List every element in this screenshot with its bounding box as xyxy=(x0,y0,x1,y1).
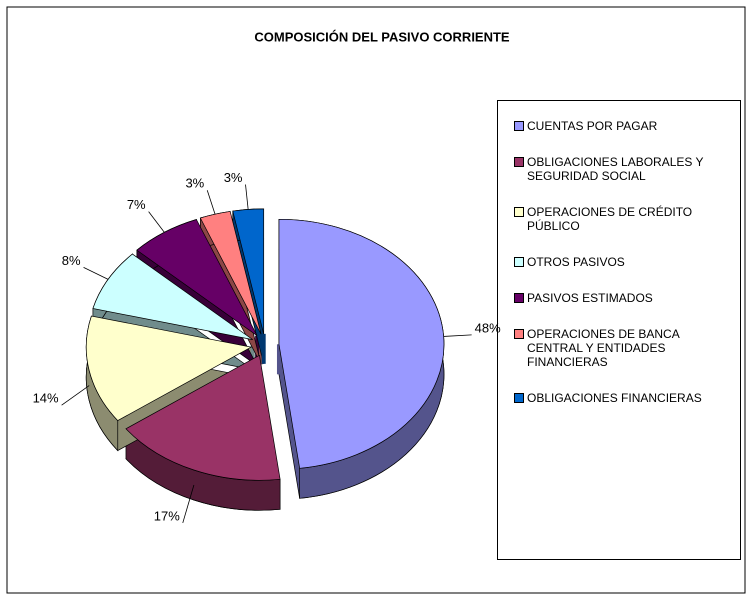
legend-label: OTROS PASIVOS xyxy=(527,255,625,269)
slice xyxy=(278,218,445,469)
legend-item: OPERACIONES DE CRÉDITO PÚBLICO xyxy=(514,205,732,233)
leader-line xyxy=(83,266,109,280)
leader-line xyxy=(443,334,472,337)
legend-swatch xyxy=(514,121,524,131)
legend-label: PASIVOS ESTIMADOS xyxy=(527,291,653,305)
leader-line xyxy=(245,184,249,210)
data-label: 48% xyxy=(475,320,501,335)
legend-swatch xyxy=(514,157,524,167)
data-label: 14% xyxy=(33,391,59,406)
slice xyxy=(136,219,258,337)
leader-line xyxy=(206,190,216,215)
legend-swatch xyxy=(514,293,524,303)
legend-label: CUENTAS POR PAGAR xyxy=(527,119,658,133)
data-label: 3% xyxy=(185,176,204,191)
chart-title: COMPOSICIÓN DEL PASIVO CORRIENTE xyxy=(254,29,510,44)
slice-stem xyxy=(261,333,266,364)
legend-item: PASIVOS ESTIMADOS xyxy=(514,291,732,305)
legend-label: OPERACIONES DE CRÉDITO PÚBLICO xyxy=(527,205,693,233)
data-label: 3% xyxy=(224,170,243,185)
leader-line xyxy=(182,484,195,524)
legend-item: OPERACIONES DE BANCA CENTRAL Y ENTIDADES… xyxy=(514,327,732,369)
legend-label: OPERACIONES DE BANCA CENTRAL Y ENTIDADES… xyxy=(527,327,680,369)
slice xyxy=(92,253,253,340)
legend-swatch xyxy=(514,207,524,217)
leader-line xyxy=(61,385,90,406)
slice xyxy=(199,211,262,335)
slice xyxy=(232,208,265,334)
slice xyxy=(125,354,281,481)
slice-stem xyxy=(250,339,255,370)
legend-swatch xyxy=(514,393,524,403)
legend-label: OBLIGACIONES FINANCIERAS xyxy=(527,391,702,405)
data-label: 8% xyxy=(62,253,81,268)
legend-label: OBLIGACIONES LABORALES Y SEGURIDAD SOCIA… xyxy=(527,155,704,183)
legend: CUENTAS POR PAGAR OBLIGACIONES LABORALES … xyxy=(497,100,741,560)
leader-line xyxy=(148,211,165,233)
legend-item: OTROS PASIVOS xyxy=(514,255,732,269)
legend-item: CUENTAS POR PAGAR xyxy=(514,119,732,133)
data-label: 17% xyxy=(154,508,180,523)
legend-swatch xyxy=(514,329,524,339)
legend-item: OBLIGACIONES LABORALES Y SEGURIDAD SOCIA… xyxy=(514,155,732,183)
slice xyxy=(85,315,253,422)
legend-swatch xyxy=(514,257,524,267)
data-label: 7% xyxy=(127,197,146,212)
slice-stem xyxy=(276,344,281,375)
legend-item: OBLIGACIONES FINANCIERAS xyxy=(514,391,732,405)
